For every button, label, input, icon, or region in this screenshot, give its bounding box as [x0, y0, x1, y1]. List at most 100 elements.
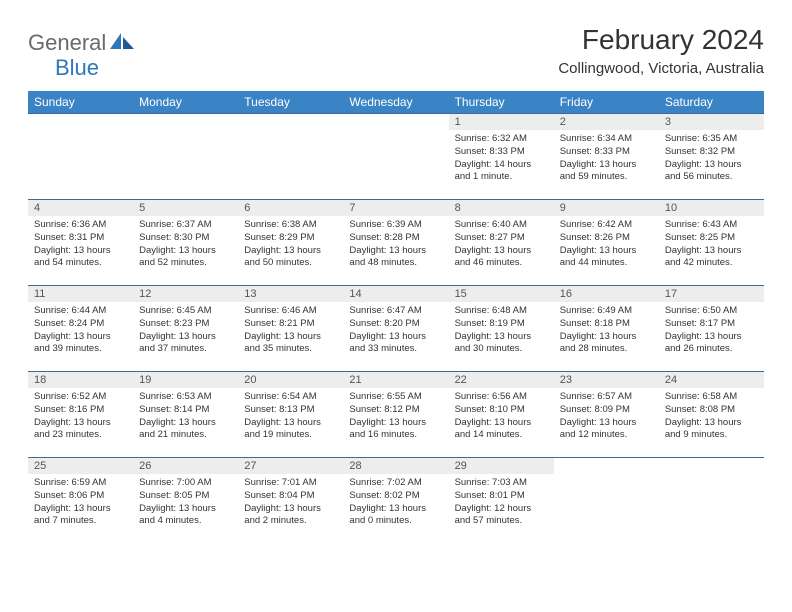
sunrise-text: Sunrise: 7:00 AM — [139, 477, 232, 490]
day-detail: Sunrise: 6:42 AMSunset: 8:26 PMDaylight:… — [554, 216, 659, 273]
weekday-header: Thursday — [449, 91, 554, 114]
day-detail: Sunrise: 6:38 AMSunset: 8:29 PMDaylight:… — [238, 216, 343, 273]
daylight-text: Daylight: 13 hours and 35 minutes. — [244, 331, 337, 357]
weekday-header: Friday — [554, 91, 659, 114]
daylight-text: Daylight: 13 hours and 0 minutes. — [349, 503, 442, 529]
calendar-cell: 9Sunrise: 6:42 AMSunset: 8:26 PMDaylight… — [554, 200, 659, 286]
sunset-text: Sunset: 8:16 PM — [34, 404, 127, 417]
weekday-header: Saturday — [659, 91, 764, 114]
sunset-text: Sunset: 8:24 PM — [34, 318, 127, 331]
daylight-text: Daylight: 13 hours and 21 minutes. — [139, 417, 232, 443]
sunrise-text: Sunrise: 6:36 AM — [34, 219, 127, 232]
day-number: 22 — [449, 372, 554, 388]
day-number: 14 — [343, 286, 448, 302]
day-detail: Sunrise: 6:48 AMSunset: 8:19 PMDaylight:… — [449, 302, 554, 359]
daylight-text: Daylight: 13 hours and 46 minutes. — [455, 245, 548, 271]
day-detail: Sunrise: 6:37 AMSunset: 8:30 PMDaylight:… — [133, 216, 238, 273]
day-number: 26 — [133, 458, 238, 474]
daylight-text: Daylight: 13 hours and 16 minutes. — [349, 417, 442, 443]
calendar-cell: 27Sunrise: 7:01 AMSunset: 8:04 PMDayligh… — [238, 458, 343, 544]
daylight-text: Daylight: 13 hours and 14 minutes. — [455, 417, 548, 443]
daylight-text: Daylight: 13 hours and 12 minutes. — [560, 417, 653, 443]
brand-sail-icon — [110, 31, 134, 56]
day-number: 8 — [449, 200, 554, 216]
sunrise-text: Sunrise: 6:59 AM — [34, 477, 127, 490]
sunrise-text: Sunrise: 7:02 AM — [349, 477, 442, 490]
sunrise-text: Sunrise: 6:40 AM — [455, 219, 548, 232]
day-number: 25 — [28, 458, 133, 474]
day-detail: Sunrise: 6:44 AMSunset: 8:24 PMDaylight:… — [28, 302, 133, 359]
day-number: 6 — [238, 200, 343, 216]
day-detail: Sunrise: 6:54 AMSunset: 8:13 PMDaylight:… — [238, 388, 343, 445]
daylight-text: Daylight: 13 hours and 7 minutes. — [34, 503, 127, 529]
calendar-cell: 23Sunrise: 6:57 AMSunset: 8:09 PMDayligh… — [554, 372, 659, 458]
daylight-text: Daylight: 13 hours and 37 minutes. — [139, 331, 232, 357]
sunset-text: Sunset: 8:06 PM — [34, 490, 127, 503]
day-number: 15 — [449, 286, 554, 302]
daylight-text: Daylight: 13 hours and 2 minutes. — [244, 503, 337, 529]
daylight-text: Daylight: 13 hours and 30 minutes. — [455, 331, 548, 357]
daylight-text: Daylight: 13 hours and 4 minutes. — [139, 503, 232, 529]
sunset-text: Sunset: 8:31 PM — [34, 232, 127, 245]
sunset-text: Sunset: 8:20 PM — [349, 318, 442, 331]
day-number: 13 — [238, 286, 343, 302]
day-detail: Sunrise: 6:46 AMSunset: 8:21 PMDaylight:… — [238, 302, 343, 359]
day-number: 12 — [133, 286, 238, 302]
calendar-cell — [554, 458, 659, 544]
sunset-text: Sunset: 8:26 PM — [560, 232, 653, 245]
calendar-cell: 14Sunrise: 6:47 AMSunset: 8:20 PMDayligh… — [343, 286, 448, 372]
calendar-cell: 1Sunrise: 6:32 AMSunset: 8:33 PMDaylight… — [449, 114, 554, 200]
calendar-cell: 24Sunrise: 6:58 AMSunset: 8:08 PMDayligh… — [659, 372, 764, 458]
page-title: February 2024 — [558, 24, 764, 56]
daylight-text: Daylight: 13 hours and 52 minutes. — [139, 245, 232, 271]
calendar-cell: 11Sunrise: 6:44 AMSunset: 8:24 PMDayligh… — [28, 286, 133, 372]
sunrise-text: Sunrise: 6:39 AM — [349, 219, 442, 232]
calendar-cell: 17Sunrise: 6:50 AMSunset: 8:17 PMDayligh… — [659, 286, 764, 372]
sunrise-text: Sunrise: 6:56 AM — [455, 391, 548, 404]
calendar-head: Sunday Monday Tuesday Wednesday Thursday… — [28, 91, 764, 114]
day-detail: Sunrise: 6:58 AMSunset: 8:08 PMDaylight:… — [659, 388, 764, 445]
daylight-text: Daylight: 13 hours and 59 minutes. — [560, 159, 653, 185]
day-detail: Sunrise: 7:03 AMSunset: 8:01 PMDaylight:… — [449, 474, 554, 531]
calendar-cell: 21Sunrise: 6:55 AMSunset: 8:12 PMDayligh… — [343, 372, 448, 458]
daylight-text: Daylight: 13 hours and 26 minutes. — [665, 331, 758, 357]
calendar-cell: 10Sunrise: 6:43 AMSunset: 8:25 PMDayligh… — [659, 200, 764, 286]
calendar-cell — [659, 458, 764, 544]
calendar-cell: 26Sunrise: 7:00 AMSunset: 8:05 PMDayligh… — [133, 458, 238, 544]
calendar-page: General February 2024 Collingwood, Victo… — [0, 0, 792, 568]
calendar-cell: 13Sunrise: 6:46 AMSunset: 8:21 PMDayligh… — [238, 286, 343, 372]
sunrise-text: Sunrise: 6:35 AM — [665, 133, 758, 146]
sunrise-text: Sunrise: 6:49 AM — [560, 305, 653, 318]
daylight-text: Daylight: 13 hours and 42 minutes. — [665, 245, 758, 271]
calendar-row: 18Sunrise: 6:52 AMSunset: 8:16 PMDayligh… — [28, 372, 764, 458]
sunrise-text: Sunrise: 6:58 AM — [665, 391, 758, 404]
calendar-cell: 19Sunrise: 6:53 AMSunset: 8:14 PMDayligh… — [133, 372, 238, 458]
sunrise-text: Sunrise: 6:34 AM — [560, 133, 653, 146]
calendar-cell: 22Sunrise: 6:56 AMSunset: 8:10 PMDayligh… — [449, 372, 554, 458]
calendar-cell — [133, 114, 238, 200]
sunset-text: Sunset: 8:27 PM — [455, 232, 548, 245]
day-detail: Sunrise: 6:56 AMSunset: 8:10 PMDaylight:… — [449, 388, 554, 445]
calendar-cell — [343, 114, 448, 200]
sunset-text: Sunset: 8:17 PM — [665, 318, 758, 331]
daylight-text: Daylight: 14 hours and 1 minute. — [455, 159, 548, 185]
daylight-text: Daylight: 13 hours and 23 minutes. — [34, 417, 127, 443]
calendar-cell: 25Sunrise: 6:59 AMSunset: 8:06 PMDayligh… — [28, 458, 133, 544]
day-detail: Sunrise: 6:50 AMSunset: 8:17 PMDaylight:… — [659, 302, 764, 359]
day-number: 18 — [28, 372, 133, 388]
sunrise-text: Sunrise: 6:57 AM — [560, 391, 653, 404]
daylight-text: Daylight: 13 hours and 33 minutes. — [349, 331, 442, 357]
daylight-text: Daylight: 12 hours and 57 minutes. — [455, 503, 548, 529]
calendar-cell: 2Sunrise: 6:34 AMSunset: 8:33 PMDaylight… — [554, 114, 659, 200]
daylight-text: Daylight: 13 hours and 44 minutes. — [560, 245, 653, 271]
day-number: 17 — [659, 286, 764, 302]
day-detail: Sunrise: 6:59 AMSunset: 8:06 PMDaylight:… — [28, 474, 133, 531]
sunrise-text: Sunrise: 7:01 AM — [244, 477, 337, 490]
location-text: Collingwood, Victoria, Australia — [558, 60, 764, 77]
day-number: 7 — [343, 200, 448, 216]
day-number: 3 — [659, 114, 764, 130]
calendar-cell: 8 Sunrise: 6:40 AMSunset: 8:27 PMDaylight… — [449, 200, 554, 286]
sunset-text: Sunset: 8:18 PM — [560, 318, 653, 331]
sunrise-text: Sunrise: 6:44 AM — [34, 305, 127, 318]
calendar-cell: 18Sunrise: 6:52 AMSunset: 8:16 PMDayligh… — [28, 372, 133, 458]
